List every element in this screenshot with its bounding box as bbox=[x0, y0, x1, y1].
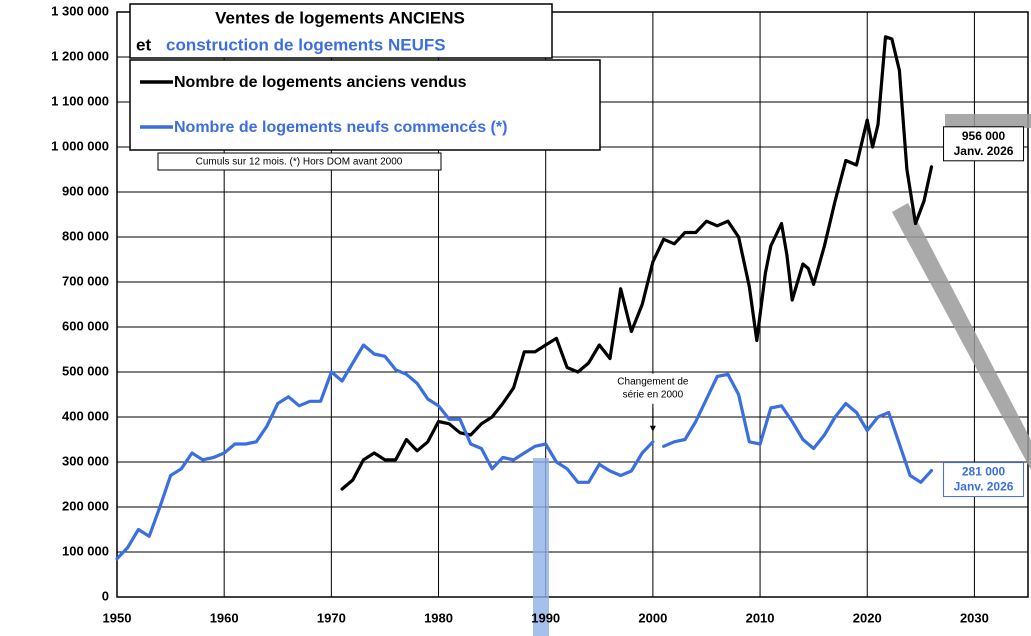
y-tick-label: 1 000 000 bbox=[51, 138, 109, 153]
annotation-box bbox=[610, 373, 695, 404]
y-tick-label: 200 000 bbox=[62, 498, 109, 513]
end-label-box bbox=[943, 126, 1025, 162]
y-tick-label: 0 bbox=[102, 588, 109, 603]
annotation-text: Changement de bbox=[617, 376, 689, 387]
x-tick-label: 2030 bbox=[960, 610, 989, 625]
title-box: Ventes de logements ANCIENS et construct… bbox=[129, 3, 553, 59]
end-label-date: Janv. 2026 bbox=[954, 144, 1014, 158]
annotation-arrowhead bbox=[649, 425, 656, 432]
gray-arrow bbox=[892, 203, 1031, 470]
blue-band bbox=[533, 458, 549, 636]
chart-title: Ventes de logements ANCIENS bbox=[215, 8, 465, 27]
end-label-date: Janv. 2026 bbox=[954, 480, 1014, 494]
gray-band bbox=[945, 114, 1031, 128]
end-label-value: 956 000 bbox=[962, 129, 1006, 143]
annotation-text: série en 2000 bbox=[623, 389, 684, 400]
y-tick-label: 500 000 bbox=[62, 363, 109, 378]
note: Cumuls sur 12 mois. (*) Hors DOM avant 2… bbox=[196, 157, 403, 168]
x-tick-label: 2010 bbox=[746, 610, 775, 625]
x-tick-label: 1950 bbox=[103, 610, 132, 625]
note-box: Cumuls sur 12 mois. (*) Hors DOM avant 2… bbox=[157, 152, 442, 171]
plot-frame bbox=[116, 11, 1029, 598]
end-label-value: 281 000 bbox=[962, 465, 1006, 479]
x-tick-label: 2020 bbox=[853, 610, 882, 625]
legend-frame bbox=[129, 59, 601, 151]
series-line bbox=[340, 35, 934, 491]
y-tick-label: 800 000 bbox=[62, 228, 109, 243]
subtitle-prefix: et bbox=[136, 35, 151, 54]
end-label-box bbox=[943, 462, 1025, 498]
legend: Nombre de logements anciens vendus Nombr… bbox=[129, 59, 601, 151]
y-tick-label: 1 200 000 bbox=[51, 48, 109, 63]
note-frame bbox=[157, 152, 442, 171]
legend-label: Nombre de logements anciens vendus bbox=[174, 74, 467, 91]
y-tick-label: 300 000 bbox=[62, 453, 109, 468]
y-tick-label: 600 000 bbox=[62, 318, 109, 333]
y-tick-label: 1 100 000 bbox=[51, 93, 109, 108]
y-tick-label: 100 000 bbox=[62, 543, 109, 558]
y-tick-label: 1 300 000 bbox=[51, 3, 109, 18]
x-tick-label: 1990 bbox=[531, 610, 560, 625]
title-frame bbox=[129, 3, 553, 59]
legend-label: Nombre de logements neufs commencés (*) bbox=[174, 119, 507, 136]
y-tick-label: 400 000 bbox=[62, 408, 109, 423]
series-line bbox=[115, 343, 934, 561]
x-tick-label: 2000 bbox=[638, 610, 667, 625]
y-tick-label: 900 000 bbox=[62, 183, 109, 198]
x-tick-label: 1970 bbox=[317, 610, 346, 625]
chart-subtitle: construction de logements NEUFS bbox=[166, 35, 446, 54]
x-tick-label: 1960 bbox=[210, 610, 239, 625]
x-tick-label: 1980 bbox=[424, 610, 453, 625]
decorations bbox=[533, 114, 1031, 636]
y-tick-label: 700 000 bbox=[62, 273, 109, 288]
